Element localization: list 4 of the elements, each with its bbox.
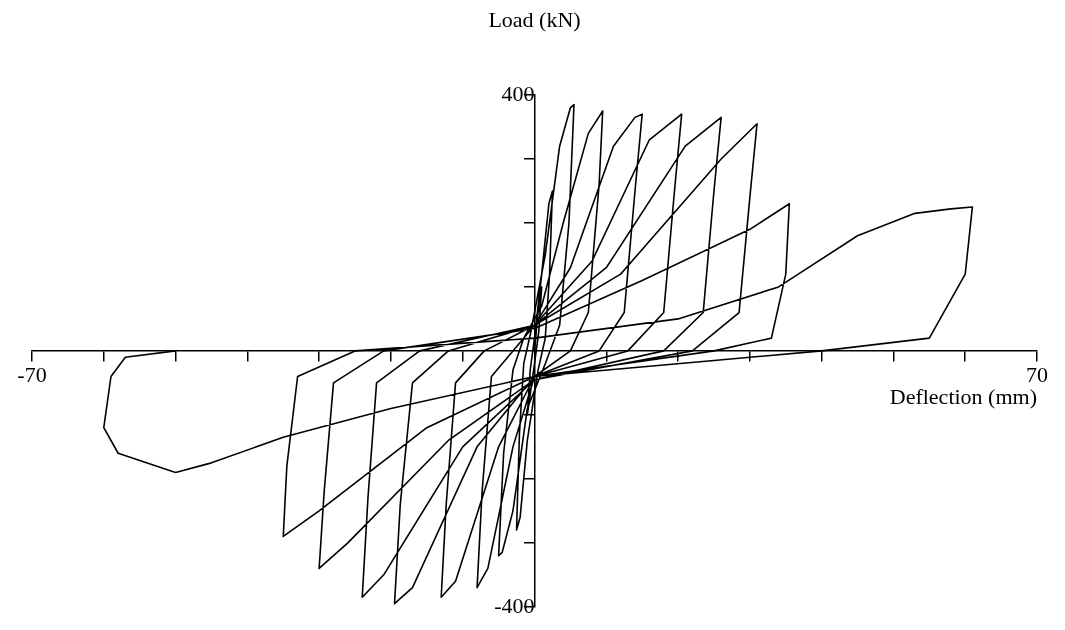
y-tick-label: -400	[494, 592, 535, 618]
y-tick-label: 400	[501, 80, 535, 106]
y-axis-title: Load (kN)	[488, 6, 581, 32]
x-tick-label: -70	[17, 361, 47, 387]
